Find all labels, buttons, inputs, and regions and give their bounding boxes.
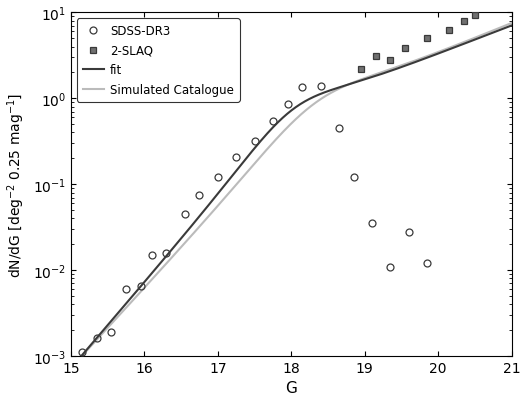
2-SLAQ bbox=[358, 67, 364, 72]
Simulated Catalogue bbox=[68, 366, 74, 371]
Simulated Catalogue bbox=[509, 22, 515, 26]
Line: Simulated Catalogue: Simulated Catalogue bbox=[71, 24, 512, 368]
SDSS-DR3 bbox=[233, 155, 239, 160]
SDSS-DR3 bbox=[163, 251, 169, 255]
SDSS-DR3 bbox=[369, 221, 375, 226]
2-SLAQ bbox=[402, 47, 408, 52]
SDSS-DR3 bbox=[137, 284, 144, 289]
SDSS-DR3 bbox=[406, 230, 412, 235]
2-SLAQ bbox=[446, 28, 452, 33]
Simulated Catalogue bbox=[419, 56, 426, 61]
fit bbox=[113, 313, 119, 318]
X-axis label: G: G bbox=[285, 381, 297, 395]
Line: fit: fit bbox=[71, 26, 512, 369]
SDSS-DR3 bbox=[196, 193, 203, 198]
2-SLAQ bbox=[472, 14, 478, 19]
2-SLAQ bbox=[424, 37, 430, 42]
Line: 2-SLAQ: 2-SLAQ bbox=[358, 13, 478, 73]
Simulated Catalogue bbox=[246, 168, 252, 173]
SDSS-DR3 bbox=[285, 103, 291, 107]
Simulated Catalogue bbox=[262, 150, 268, 154]
Line: SDSS-DR3: SDSS-DR3 bbox=[78, 83, 431, 356]
SDSS-DR3 bbox=[94, 336, 100, 341]
SDSS-DR3 bbox=[270, 119, 276, 124]
2-SLAQ bbox=[461, 19, 467, 24]
fit bbox=[370, 75, 377, 80]
2-SLAQ bbox=[387, 58, 393, 63]
SDSS-DR3 bbox=[215, 176, 221, 180]
SDSS-DR3 bbox=[181, 212, 188, 217]
SDSS-DR3 bbox=[299, 85, 306, 90]
2-SLAQ bbox=[372, 55, 379, 59]
SDSS-DR3 bbox=[79, 350, 85, 355]
SDSS-DR3 bbox=[350, 176, 357, 180]
SDSS-DR3 bbox=[424, 261, 430, 266]
SDSS-DR3 bbox=[108, 330, 115, 335]
Simulated Catalogue bbox=[113, 317, 119, 322]
fit bbox=[246, 153, 252, 158]
SDSS-DR3 bbox=[336, 126, 342, 131]
fit bbox=[262, 134, 268, 139]
Legend: SDSS-DR3, 2-SLAQ, fit, Simulated Catalogue: SDSS-DR3, 2-SLAQ, fit, Simulated Catalog… bbox=[77, 19, 240, 102]
SDSS-DR3 bbox=[148, 253, 155, 258]
Simulated Catalogue bbox=[411, 59, 418, 64]
SDSS-DR3 bbox=[318, 84, 324, 89]
SDSS-DR3 bbox=[123, 287, 129, 292]
Y-axis label: dN/dG [deg$^{-2}$ 0.25 mag$^{-1}$]: dN/dG [deg$^{-2}$ 0.25 mag$^{-1}$] bbox=[6, 92, 27, 277]
fit bbox=[419, 58, 426, 63]
SDSS-DR3 bbox=[251, 139, 258, 144]
fit bbox=[411, 61, 418, 65]
fit bbox=[68, 366, 74, 371]
fit bbox=[509, 24, 515, 29]
Simulated Catalogue bbox=[370, 73, 377, 78]
SDSS-DR3 bbox=[387, 265, 393, 269]
